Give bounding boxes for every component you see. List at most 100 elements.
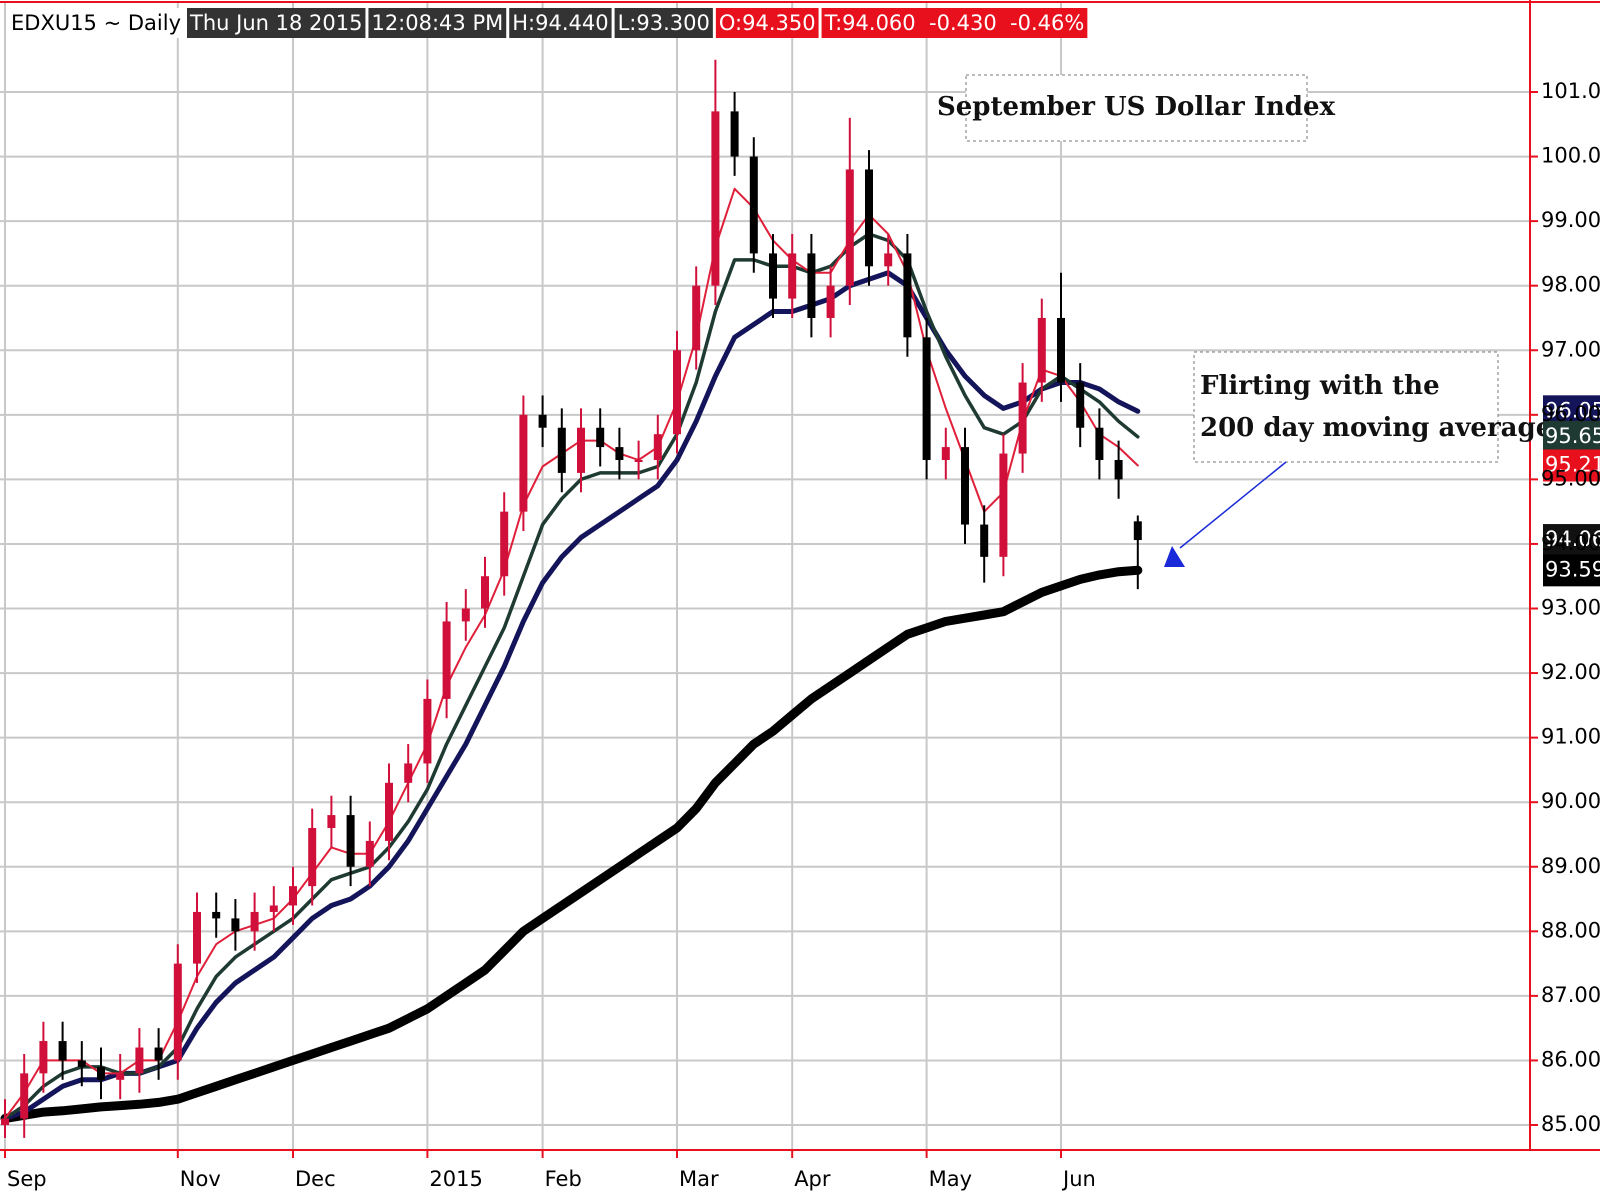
candle-body [673, 350, 681, 435]
candle-body [826, 285, 835, 318]
header-text: Thu Jun 18 2015 [189, 11, 362, 35]
y-tick-label: 101.000 [1541, 79, 1600, 103]
candle-body [903, 253, 912, 338]
y-tick-label: 86.000 [1541, 1047, 1600, 1071]
candle-body [385, 782, 393, 841]
x-tick-label: May [929, 1167, 972, 1191]
candle-body [865, 169, 873, 267]
candle-body [538, 414, 547, 428]
header-text: T:94.060 -0.430 -0.46% [824, 11, 1085, 35]
y-tick-label: 95.000 [1541, 466, 1600, 490]
candle-body [365, 840, 374, 867]
candle-body [749, 156, 758, 254]
y-tick-label: 89.000 [1541, 854, 1600, 878]
candle-body [289, 886, 297, 906]
candle-body [308, 828, 317, 887]
candle-body [769, 253, 777, 299]
candle-body [442, 621, 451, 699]
candle-body [941, 447, 950, 461]
price-tag-label: 95.215 [1545, 452, 1600, 476]
candle-body [231, 918, 240, 932]
y-tick-label: 100.000 [1541, 144, 1600, 168]
candle-body [173, 963, 182, 1061]
y-tick-label: 92.000 [1541, 660, 1600, 684]
candle-body [500, 511, 509, 577]
y-tick-label: 96.000 [1541, 402, 1600, 426]
candle-body [980, 524, 989, 557]
annotation-box [1193, 351, 1499, 463]
candle-body [269, 905, 278, 912]
candle-body [1114, 460, 1123, 480]
header-box [614, 8, 713, 38]
candle-body [20, 1073, 29, 1119]
y-tick-label: 94.000 [1541, 531, 1600, 555]
candle-body [39, 1041, 48, 1074]
y-tick-label: 90.000 [1541, 789, 1600, 813]
x-tick-label: Sep [7, 1167, 47, 1191]
candle-body [653, 434, 662, 461]
y-tick-label: 97.000 [1541, 337, 1600, 361]
candle-body [788, 253, 797, 299]
price-tag-label: 95.659 [1545, 424, 1600, 448]
candle-body [634, 460, 643, 463]
candle-body [1018, 382, 1027, 454]
candle-body [1057, 317, 1065, 383]
candle-body [193, 911, 201, 964]
x-tick-label: Apr [794, 1167, 831, 1191]
candle-body [922, 337, 931, 461]
y-tick-label: 88.000 [1541, 918, 1600, 942]
candle-body [596, 427, 605, 448]
candle-body [1037, 317, 1046, 383]
moving-average-line [3, 232, 1140, 1121]
header-text: O:94.350 [719, 11, 816, 35]
moving-average-line [4, 187, 1139, 1120]
header-text: 12:08:43 PM [371, 11, 503, 35]
x-tick-label: Dec [295, 1167, 336, 1191]
candle-body [730, 111, 739, 157]
header-box [715, 8, 819, 38]
candle-body [1095, 427, 1104, 461]
candle-body [250, 911, 259, 932]
candle-body [692, 285, 701, 351]
candle-body [423, 698, 432, 764]
annotation-arrow [1179, 461, 1287, 549]
price-tag-label: 93.591 [1545, 557, 1600, 581]
header-text: H:94.440 [512, 11, 608, 35]
candle-body [1076, 382, 1085, 428]
y-tick-label: 85.000 [1541, 1112, 1600, 1136]
candle-body [58, 1041, 67, 1061]
price-tag [1543, 554, 1600, 587]
header-box [821, 8, 1088, 38]
x-tick-label: Feb [545, 1167, 582, 1191]
candle-body [481, 576, 489, 609]
price-tag [1543, 449, 1600, 482]
x-tick-label: Jun [1061, 1167, 1096, 1191]
candle-body [461, 608, 470, 622]
candle-body [884, 253, 893, 267]
candle-body [711, 111, 720, 286]
header-box [368, 8, 507, 38]
candle-body [615, 447, 624, 461]
annotation-line: Flirting with the [1200, 371, 1440, 401]
x-tick-label: Nov [180, 1167, 221, 1191]
price-tag-label: 94.060 [1545, 527, 1600, 551]
arrow-head [1164, 546, 1185, 567]
header-text: L:93.300 [618, 11, 710, 35]
candle-body [212, 911, 221, 919]
price-tag [1543, 420, 1600, 453]
candle-body [97, 1066, 105, 1080]
y-tick-label: 87.000 [1541, 983, 1600, 1007]
candle-body [346, 815, 355, 867]
candle-body [135, 1047, 144, 1074]
y-tick-label: 99.000 [1541, 208, 1600, 232]
candle-body [807, 253, 816, 318]
candle-body [327, 815, 336, 829]
moving-average-line [2, 270, 1141, 1121]
candle-body [404, 763, 413, 783]
header-box [509, 8, 612, 38]
moving-average-line [0, 565, 1143, 1123]
title-box [965, 74, 1308, 142]
candle-body [845, 169, 854, 286]
candle-body [1, 1118, 9, 1125]
